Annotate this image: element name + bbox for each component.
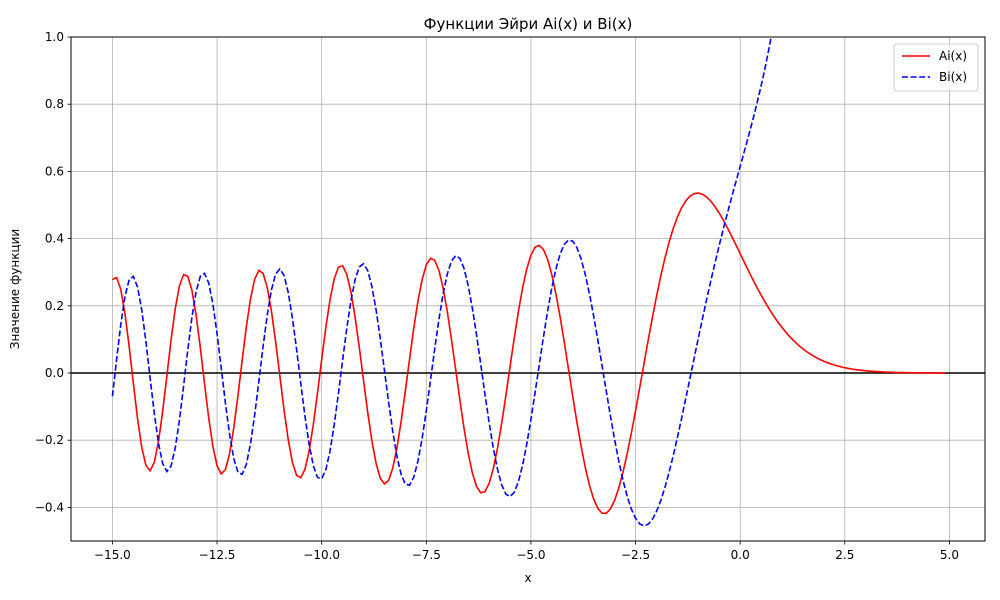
y-tick-label: 1.0: [45, 30, 64, 44]
x-tick-label: −10.0: [303, 548, 340, 562]
y-tick-label: 0.6: [45, 164, 64, 178]
series-layer: [111, 37, 946, 527]
y-axis-label: Значение функции: [8, 229, 22, 349]
x-tick-label: −5.0: [516, 548, 545, 562]
x-tick-label: 0.0: [731, 548, 750, 562]
y-tick-label: 0.4: [45, 232, 64, 246]
legend-label-bi: Bi(x): [939, 70, 967, 84]
x-tick-label: −15.0: [94, 548, 131, 562]
series-line-bi: [111, 37, 772, 527]
y-tick-label: 0.8: [45, 97, 64, 111]
x-tick-label: 5.0: [940, 548, 959, 562]
plot-frame: [70, 36, 986, 542]
legend-label-ai: Ai(x): [939, 49, 967, 63]
y-tick-label: −0.2: [35, 433, 64, 447]
y-tick-label: −0.4: [35, 500, 64, 514]
x-tick-label: −12.5: [199, 548, 236, 562]
chart-title: Функции Эйри Ai(x) и Bi(x): [424, 15, 633, 33]
series-line-ai: [112, 192, 946, 515]
x-axis-ticks: −15.0 −12.5 −10.0 −7.5 −5.0 −2.5 0.0 2.5 5.0: [94, 541, 959, 562]
x-tick-label: 2.5: [835, 548, 854, 562]
y-tick-label: 0.0: [45, 366, 64, 380]
x-axis-label: x: [524, 571, 531, 585]
legend: Ai(x) Bi(x): [893, 43, 979, 92]
y-tick-label: 0.2: [45, 299, 64, 313]
x-tick-label: −2.5: [621, 548, 650, 562]
y-axis-ticks: −0.4 −0.2 0.0 0.2 0.4 0.6 0.8 1.0: [35, 30, 71, 514]
x-tick-label: −7.5: [412, 548, 441, 562]
